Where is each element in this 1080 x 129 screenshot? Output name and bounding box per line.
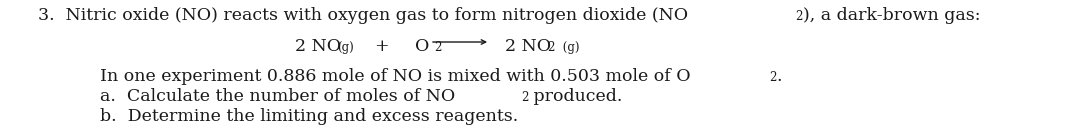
Text: 2: 2: [546, 41, 554, 54]
Text: O: O: [415, 38, 430, 55]
Text: 2: 2: [434, 41, 442, 54]
Text: (g): (g): [559, 41, 580, 54]
Text: 2 NO: 2 NO: [505, 38, 551, 55]
Text: a.  Calculate the number of moles of NO: a. Calculate the number of moles of NO: [100, 88, 456, 105]
Text: In one experiment 0.886 mole of NO is mixed with 0.503 mole of O: In one experiment 0.886 mole of NO is mi…: [100, 68, 690, 85]
Text: 2: 2: [521, 91, 528, 104]
Text: .: .: [777, 68, 782, 85]
Text: 2: 2: [769, 71, 777, 84]
Text: (g): (g): [337, 41, 354, 54]
Text: ), a dark-brown gas:: ), a dark-brown gas:: [804, 7, 981, 24]
Text: b.  Determine the limiting and excess reagents.: b. Determine the limiting and excess rea…: [100, 108, 518, 125]
Text: +: +: [364, 38, 401, 55]
Text: 2 NO: 2 NO: [295, 38, 341, 55]
Text: 2: 2: [795, 10, 802, 23]
Text: 3.  Nitric oxide (NO) reacts with oxygen gas to form nitrogen dioxide (NO: 3. Nitric oxide (NO) reacts with oxygen …: [38, 7, 688, 24]
Text: produced.: produced.: [528, 88, 622, 105]
